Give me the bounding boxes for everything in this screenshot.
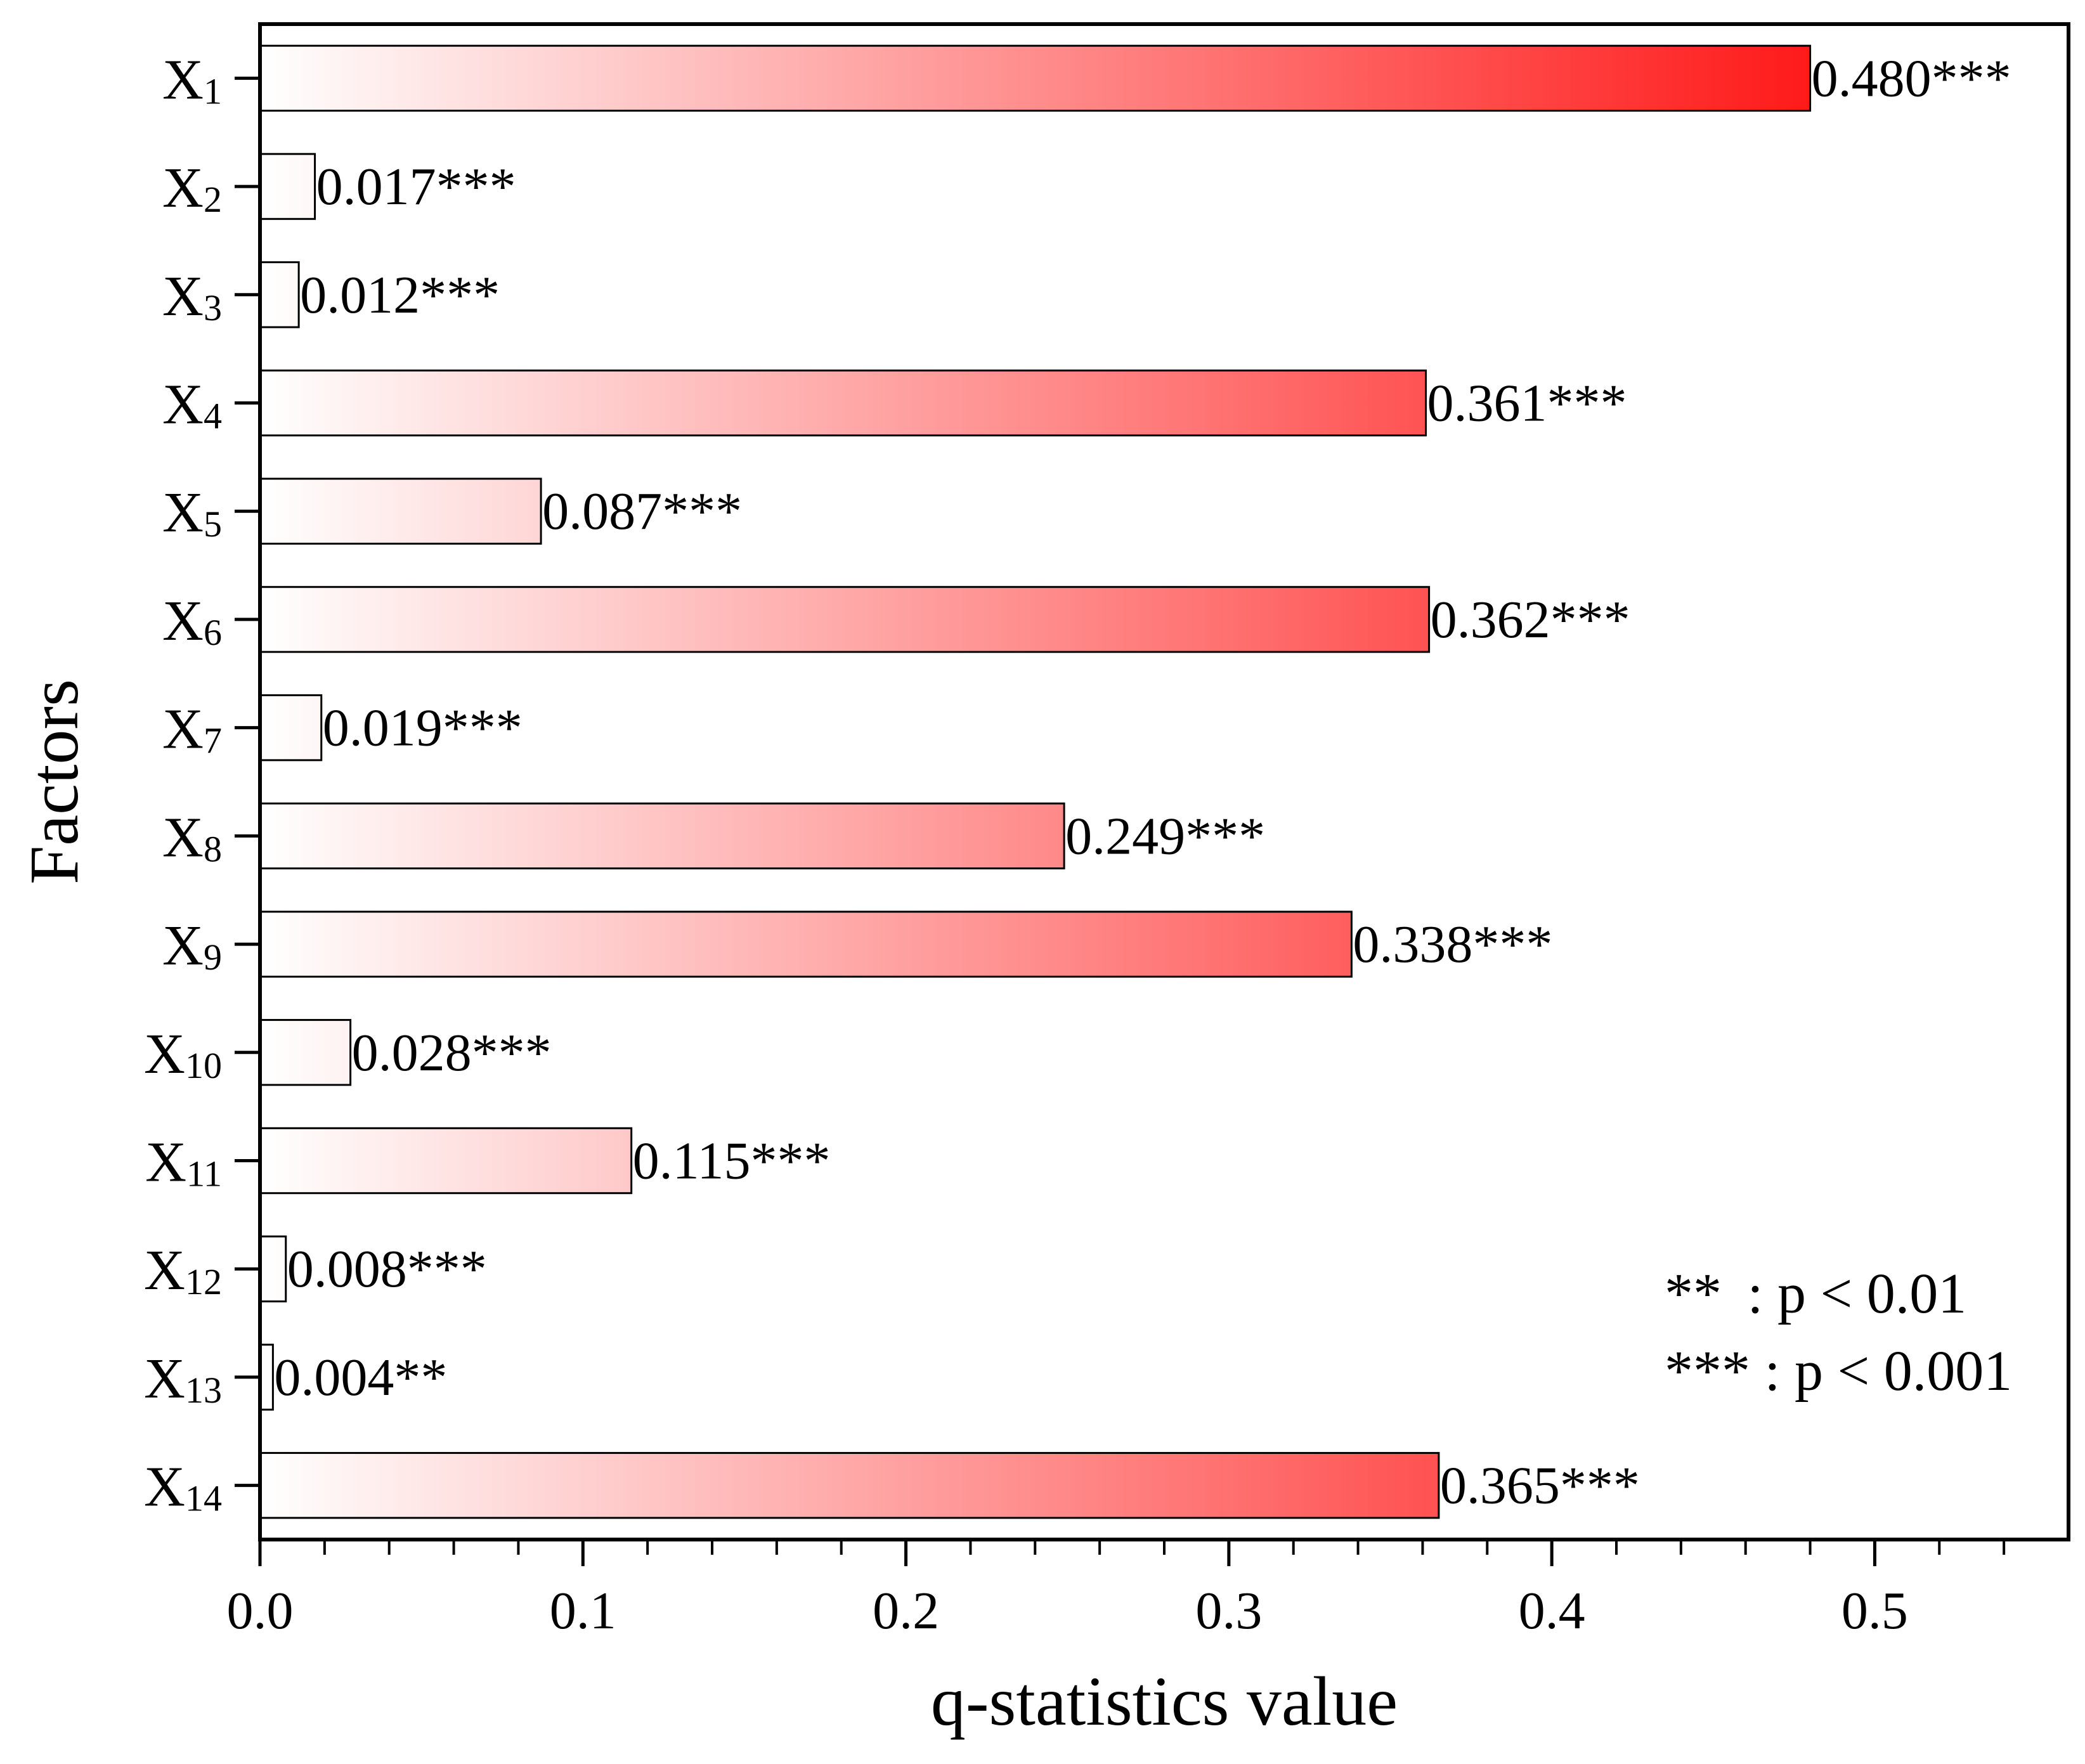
value-label-x9: 0.338*** <box>1353 915 1552 974</box>
legend-text: : p < 0.01 <box>1748 1262 1967 1325</box>
category-subscript: 6 <box>204 612 222 653</box>
category-label-x6: X6 <box>162 590 222 653</box>
category-subscript: 12 <box>185 1261 222 1302</box>
category-base: X <box>162 157 204 219</box>
category-base: X <box>162 698 204 761</box>
category-subscript: 4 <box>204 396 222 437</box>
x-tick-label: 0.2 <box>873 1581 939 1640</box>
value-label-x13: 0.004** <box>274 1348 447 1407</box>
legend-symbol: *** <box>1665 1340 1750 1403</box>
category-label-x10: X10 <box>144 1023 222 1086</box>
x-axis-title: q-statistics value <box>931 1663 1398 1740</box>
bar-x9 <box>259 911 1353 978</box>
category-label-x11: X11 <box>145 1131 222 1195</box>
value-label-x8: 0.249*** <box>1065 807 1265 866</box>
value-labels-layer: 0.480*** 0.017*** 0.012*** 0.361*** 0.087***… <box>274 49 2011 1515</box>
category-base: X <box>162 806 204 869</box>
legend-text: : p < 0.001 <box>1765 1340 2013 1403</box>
significance-legend: ** : p < 0.01 *** : p < 0.001 <box>1665 1262 2012 1403</box>
value-label-x10: 0.028*** <box>352 1023 552 1082</box>
value-label-x12: 0.008*** <box>287 1240 487 1299</box>
bar-x5 <box>259 477 542 545</box>
category-base: X <box>144 1023 185 1086</box>
category-label-x4: X4 <box>162 373 222 437</box>
category-label-x2: X2 <box>162 157 222 220</box>
value-label-x6: 0.362*** <box>1431 590 1630 649</box>
category-base: X <box>162 914 204 977</box>
bar-x2 <box>259 153 316 220</box>
y-axis-title: Factors <box>15 679 93 885</box>
x-tick-label: 0.4 <box>1519 1581 1585 1640</box>
category-base: X <box>162 373 204 436</box>
value-label-x7: 0.019*** <box>323 699 523 758</box>
x-axis-ticks-layer: 0.0 0.1 0.2 0.3 0.4 0.5 <box>227 76 2006 1640</box>
bar-x3 <box>259 261 300 328</box>
value-label-x4: 0.361*** <box>1427 374 1627 433</box>
bar-x12 <box>259 1235 287 1302</box>
value-label-x11: 0.115*** <box>633 1132 831 1191</box>
x-tick-label: 0.5 <box>1841 1581 1908 1640</box>
category-base: X <box>162 265 204 328</box>
category-label-x7: X7 <box>162 698 222 762</box>
legend-entry-triple-star: *** : p < 0.001 <box>1665 1340 2012 1403</box>
bar-x14 <box>259 1451 1440 1519</box>
value-label-x3: 0.012*** <box>300 266 500 325</box>
x-tick-label: 0.3 <box>1195 1581 1262 1640</box>
category-subscript: 10 <box>185 1045 222 1086</box>
category-label-x3: X3 <box>162 265 222 328</box>
category-base: X <box>162 48 204 111</box>
category-base: X <box>162 590 204 652</box>
category-label-x8: X8 <box>162 806 222 869</box>
bars-layer <box>259 44 1812 1519</box>
category-subscript: 3 <box>204 287 222 328</box>
category-label-x1: X1 <box>162 48 222 112</box>
category-subscript: 9 <box>204 937 222 978</box>
bar-x1 <box>259 44 1812 112</box>
category-subscript: 14 <box>185 1478 222 1519</box>
category-subscript: 2 <box>204 179 222 220</box>
category-subscript: 8 <box>204 828 222 869</box>
category-subscript: 1 <box>204 70 222 112</box>
category-label-x12: X12 <box>144 1239 222 1302</box>
category-subscript: 5 <box>204 503 222 545</box>
legend-symbol: ** <box>1665 1262 1722 1325</box>
category-subscript: 13 <box>185 1370 222 1411</box>
legend-entry-double-star: ** : p < 0.01 <box>1665 1262 1966 1325</box>
category-label-x14: X14 <box>144 1456 222 1519</box>
bar-x10 <box>259 1019 352 1086</box>
category-label-x9: X9 <box>162 914 222 978</box>
plot-area-frame <box>258 22 2070 1541</box>
category-base: X <box>144 1347 185 1410</box>
bar-x6 <box>259 586 1431 653</box>
bar-x13 <box>259 1344 274 1411</box>
value-label-x5: 0.087*** <box>542 482 742 541</box>
bar-x8 <box>259 802 1065 870</box>
category-base: X <box>144 1239 185 1302</box>
category-label-x5: X5 <box>162 481 222 545</box>
category-base: X <box>144 1456 185 1519</box>
category-base: X <box>145 1131 186 1194</box>
bar-x11 <box>259 1127 633 1195</box>
value-label-x1: 0.480*** <box>1812 49 2011 108</box>
category-label-x13: X13 <box>144 1347 222 1411</box>
x-tick-label: 0.0 <box>227 1581 294 1640</box>
value-label-x14: 0.365*** <box>1440 1456 1640 1515</box>
category-base: X <box>162 481 204 544</box>
bar-x7 <box>259 694 323 762</box>
value-label-x2: 0.017*** <box>316 157 516 216</box>
bar-x4 <box>259 369 1427 437</box>
category-subscript: 7 <box>204 720 222 762</box>
category-subscript: 11 <box>186 1153 222 1195</box>
x-tick-label: 0.1 <box>550 1581 616 1640</box>
